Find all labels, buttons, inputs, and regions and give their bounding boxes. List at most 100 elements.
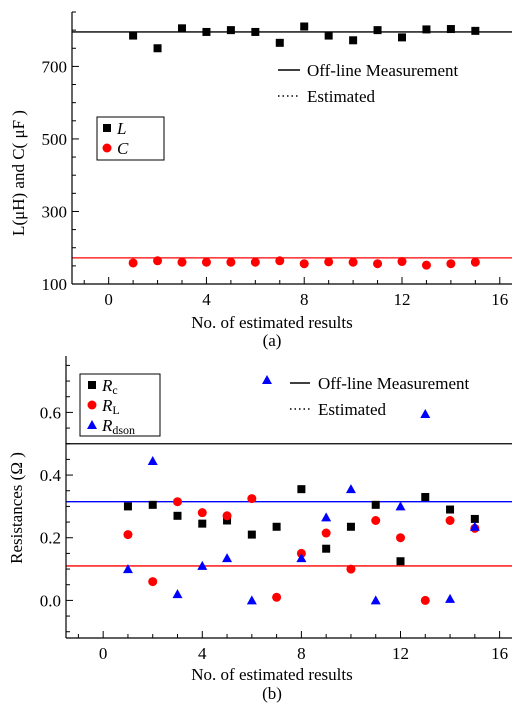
point-rl xyxy=(123,530,133,540)
point-c xyxy=(324,257,334,267)
panel-a: 0 4 8 12 16 100 300 500 700 No. of estimated re… xyxy=(9,11,512,350)
point-l xyxy=(373,26,382,35)
point-rc xyxy=(322,544,331,553)
point-rdson xyxy=(370,595,381,605)
point-l xyxy=(422,25,431,34)
point-rdson xyxy=(222,553,233,563)
panel-a-reflines xyxy=(72,31,512,259)
x-tick-label: 8 xyxy=(300,290,309,309)
legend-circle-marker xyxy=(102,143,112,153)
point-rl xyxy=(173,497,182,507)
point-rc xyxy=(371,500,380,509)
point-rdson xyxy=(197,560,208,570)
panel-a-ylabel: L(μH) and C( μF ) xyxy=(9,110,28,236)
legend-C-label: C xyxy=(117,139,129,158)
point-c xyxy=(201,257,211,267)
panel-a-marker-legend: L C xyxy=(96,116,165,161)
point-l xyxy=(446,25,455,34)
panel-a-xticks: 0 4 8 12 16 xyxy=(83,277,508,309)
point-rc xyxy=(272,522,281,531)
x-tick-label: 4 xyxy=(202,290,211,309)
legend-RL-sub: L xyxy=(112,403,119,417)
point-rdson xyxy=(321,512,332,522)
legend-offline-label: Off-line Measurement xyxy=(307,61,458,80)
panel-b-xticks: 0 4 8 12 16 xyxy=(77,631,508,663)
legend-RL-label: RL xyxy=(101,396,120,417)
point-l xyxy=(324,31,333,40)
point-l xyxy=(178,24,186,33)
point-c xyxy=(250,257,260,267)
panel-b-caption: (b) xyxy=(262,684,282,703)
point-c xyxy=(299,259,309,269)
point-c xyxy=(348,257,358,267)
x-tick-label: 0 xyxy=(99,644,108,663)
y-tick-label: 300 xyxy=(42,202,68,221)
point-rc xyxy=(446,505,455,514)
x-tick-label: 0 xyxy=(104,290,113,309)
y-tick-label: 0.6 xyxy=(40,403,61,422)
legend-square-marker xyxy=(103,124,111,132)
point-rdson xyxy=(420,408,431,418)
point-rl xyxy=(371,516,381,525)
legend-Rdson-label: Rdson xyxy=(101,416,135,437)
point-rl xyxy=(321,528,331,538)
x-tick-label: 16 xyxy=(491,290,508,309)
point-rdson xyxy=(122,564,133,574)
point-rc xyxy=(421,493,430,501)
legend-L-label: L xyxy=(116,119,126,138)
panel-a-yticks: 100 300 500 700 xyxy=(42,11,79,294)
point-c xyxy=(397,257,407,267)
point-rdson xyxy=(172,589,183,599)
point-l xyxy=(251,27,260,36)
point-c xyxy=(177,257,187,267)
point-rdson xyxy=(345,484,356,494)
legend-estimated-label: Estimated xyxy=(318,400,386,419)
panel-b-points xyxy=(122,408,480,605)
point-rl xyxy=(272,592,282,602)
legend-Rdson-sub: dson xyxy=(112,423,135,437)
panel-b: 0 4 8 12 16 0.0 0.2 0.4 0.6 No. of estimated re… xyxy=(7,356,512,703)
panel-a-line-legend: Off-line Measurement Estimated xyxy=(278,61,458,106)
point-c xyxy=(373,259,383,269)
point-c xyxy=(128,258,138,268)
point-rl xyxy=(445,516,455,525)
point-rc xyxy=(396,557,405,566)
legend-Rc-sub: c xyxy=(112,383,117,397)
legend-triangle-marker xyxy=(87,420,97,429)
point-l xyxy=(275,38,284,47)
point-rdson xyxy=(445,593,456,603)
point-c xyxy=(275,256,285,266)
panel-a-frame xyxy=(71,12,512,285)
point-rc xyxy=(173,511,182,520)
point-rl xyxy=(346,564,356,574)
point-rdson xyxy=(147,455,158,465)
legend-Rc-label: Rc xyxy=(101,376,118,397)
point-rdson xyxy=(246,595,257,605)
point-rc xyxy=(346,522,355,531)
point-rl xyxy=(197,508,207,518)
point-rdson xyxy=(469,521,480,531)
point-rc xyxy=(297,485,306,494)
point-rl xyxy=(396,533,405,543)
panel-b-xlabel: No. of estimated results xyxy=(191,665,352,684)
legend-square-marker xyxy=(88,381,96,389)
y-tick-label: 0.4 xyxy=(40,466,62,485)
point-l xyxy=(129,31,138,40)
panel-b-yticks: 0.0 0.2 0.4 0.6 xyxy=(40,364,73,633)
legend-stray-triangle xyxy=(262,375,272,384)
point-c xyxy=(421,260,431,270)
point-l xyxy=(471,26,480,35)
point-rl xyxy=(222,511,232,521)
point-l xyxy=(226,26,235,35)
panel-a-caption: (a) xyxy=(263,331,282,350)
point-rc xyxy=(148,500,157,509)
point-c xyxy=(470,257,480,267)
y-tick-label: 0.0 xyxy=(40,591,61,610)
panel-b-frame xyxy=(65,356,512,639)
point-c xyxy=(446,259,456,269)
panel-b-marker-legend: Rc RL Rdson xyxy=(79,373,161,437)
point-l xyxy=(300,22,309,31)
point-l xyxy=(202,27,211,36)
point-rl xyxy=(247,494,257,504)
